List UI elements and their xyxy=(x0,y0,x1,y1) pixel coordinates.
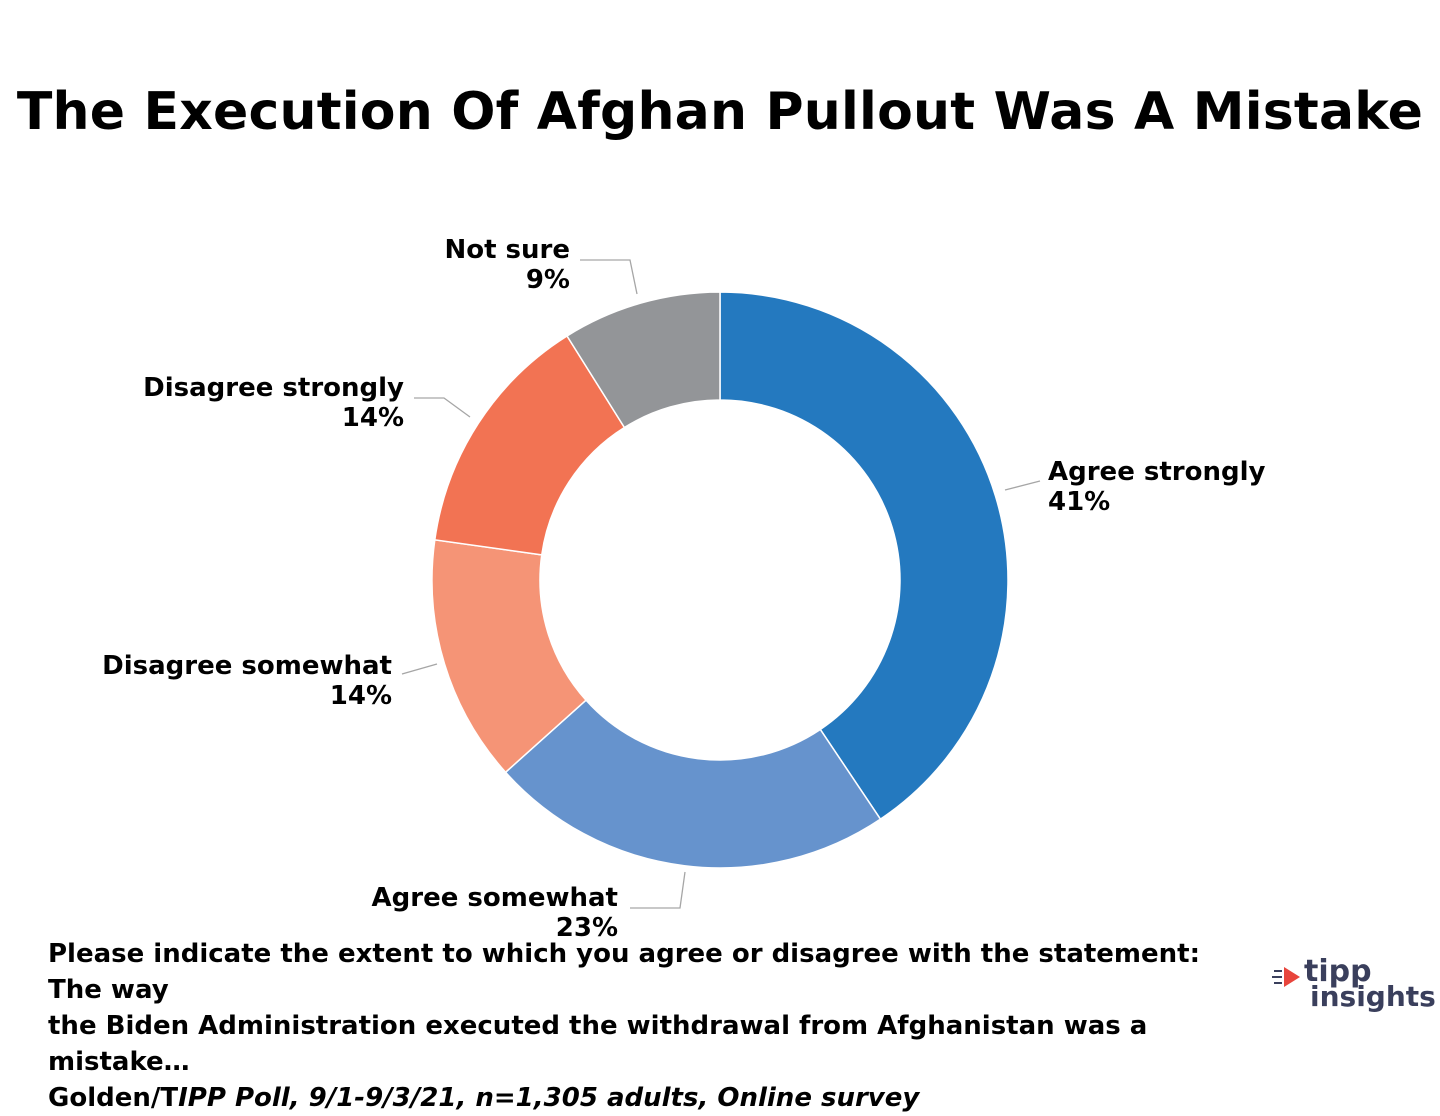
slice-label-agree-strongly: Agree strongly xyxy=(1048,457,1265,487)
footnote-line-2: the Biden Administration executed the wi… xyxy=(48,1011,1148,1077)
leader-line-disagree-somewhat xyxy=(401,663,438,675)
leader-line-agree-strongly xyxy=(1004,480,1041,491)
logo-word-tipp: tipp xyxy=(1304,954,1372,989)
slice-value-agree-strongly: 41% xyxy=(1048,487,1110,517)
slice-value-not-sure: 9% xyxy=(526,265,570,295)
slice-label-disagree-somewhat: Disagree somewhat xyxy=(102,651,392,681)
slice-value-disagree-strongly: 14% xyxy=(342,403,404,433)
chart-footnote: Please indicate the extent to which you … xyxy=(48,936,1248,1116)
logo-flag-icon xyxy=(1272,967,1300,987)
leader-line-not-sure xyxy=(580,259,638,295)
source-details: IPP Poll, 9/1-9/3/21, n=1,305 adults, On… xyxy=(178,1083,920,1113)
slice-not-sure xyxy=(566,291,721,429)
logo-word-insights: insights xyxy=(1310,980,1436,1013)
slice-value-agree-somewhat: 23% xyxy=(556,913,618,943)
slice-value-disagree-somewhat: 14% xyxy=(330,681,392,711)
chart-title: The Execution Of Afghan Pullout Was A Mi… xyxy=(16,82,1424,142)
slice-agree-somewhat xyxy=(504,699,882,869)
leader-line-disagree-strongly xyxy=(414,397,471,418)
footnote-source: Golden/TIPP Poll, 9/1-9/3/21, n=1,305 ad… xyxy=(48,1080,1248,1116)
slice-agree-strongly xyxy=(719,291,1009,821)
footnote-line-1: Please indicate the extent to which you … xyxy=(48,939,1200,1005)
slice-label-not-sure: Not sure xyxy=(444,235,570,265)
source-prefix: Golden/T xyxy=(48,1083,179,1113)
slice-label-agree-somewhat: Agree somewhat xyxy=(372,883,618,913)
slice-label-disagree-strongly: Disagree strongly xyxy=(143,373,404,403)
leader-line-agree-somewhat xyxy=(630,871,686,909)
tipp-insights-logo: tipp insights xyxy=(1272,954,1436,1020)
